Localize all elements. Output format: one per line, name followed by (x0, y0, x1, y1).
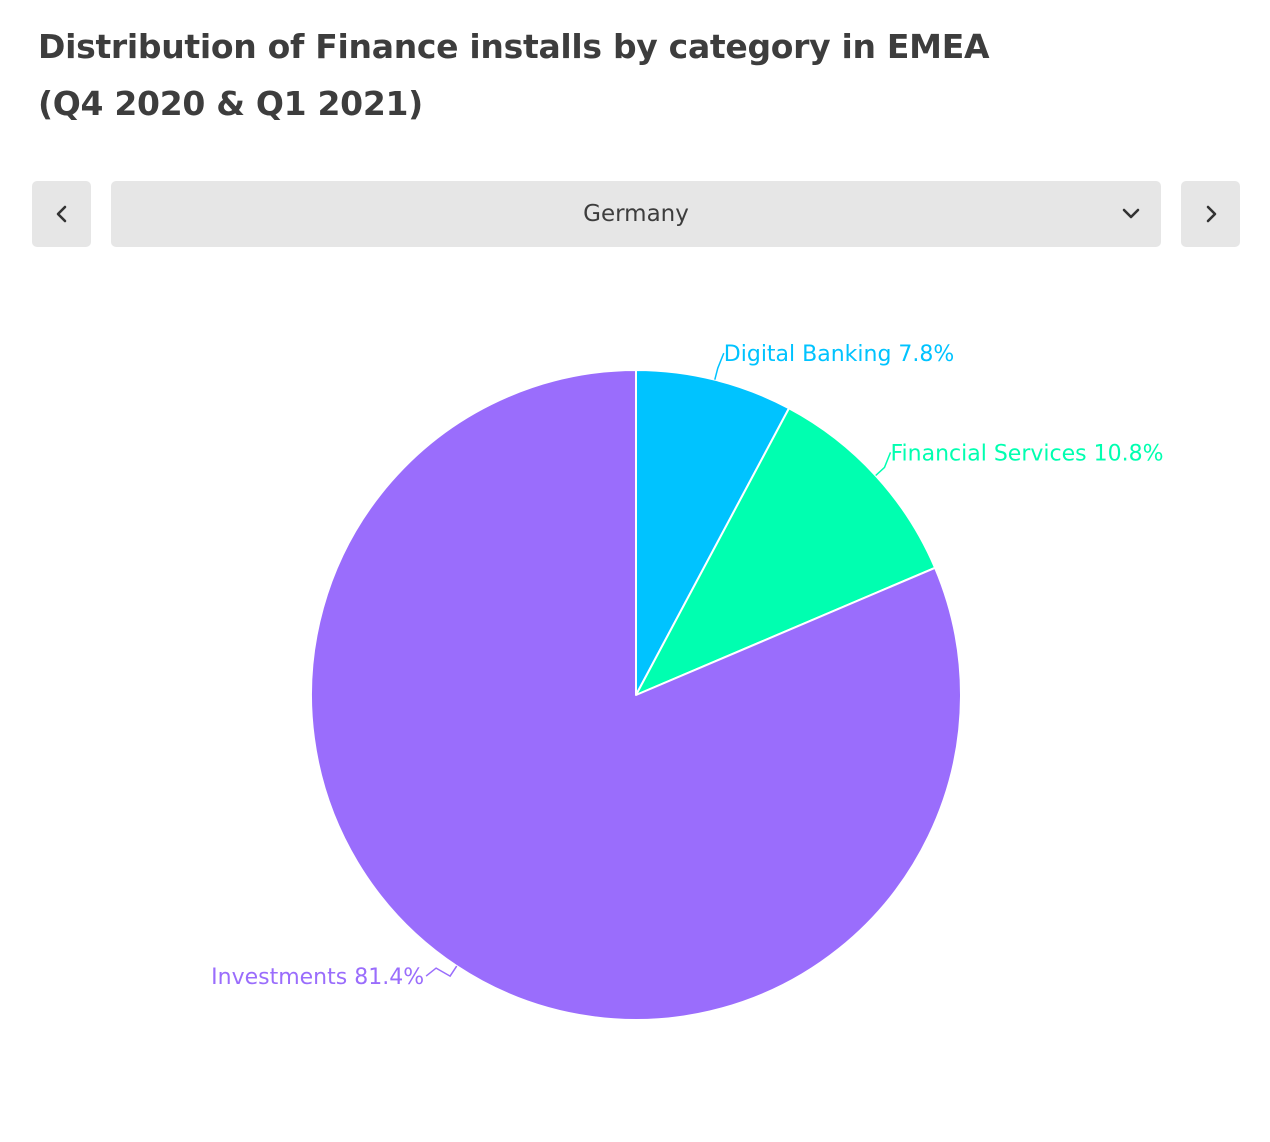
pie-slice-investments[interactable] (310, 369, 962, 1021)
leader-line-investments (425, 965, 458, 978)
leader-line-digital-banking (714, 352, 725, 380)
pie-chart: Digital Banking 7.8% Financial Services 1… (211, 342, 1163, 1021)
pie-slice-digital-banking[interactable] (635, 369, 790, 696)
chart-title-line-2: (Q4 2020 & Q1 2021) (38, 84, 423, 123)
chevron-right-icon (1206, 205, 1216, 223)
slice-label-digital-banking: Digital Banking 7.8% (724, 342, 955, 367)
country-select[interactable]: Germany (111, 181, 1161, 247)
pie-slice-financial-services[interactable] (635, 407, 937, 696)
chart-title: Distribution of Finance installs by cate… (38, 18, 1218, 132)
previous-button[interactable] (32, 181, 91, 247)
pie-labels: Digital Banking 7.8% Financial Services 1… (211, 342, 1163, 990)
chart-title-line-1: Distribution of Finance installs by cate… (38, 27, 990, 66)
slice-label-investments: Investments 81.4% (211, 965, 424, 990)
leader-line-financial-services (875, 452, 892, 477)
next-button[interactable] (1181, 181, 1240, 247)
chevron-down-icon (1122, 208, 1140, 219)
pie-slices (310, 369, 962, 1021)
pie-leader-lines (425, 352, 892, 978)
slice-label-financial-services: Financial Services 10.8% (891, 441, 1164, 466)
country-select-value: Germany (583, 201, 689, 227)
chevron-left-icon (56, 205, 66, 223)
